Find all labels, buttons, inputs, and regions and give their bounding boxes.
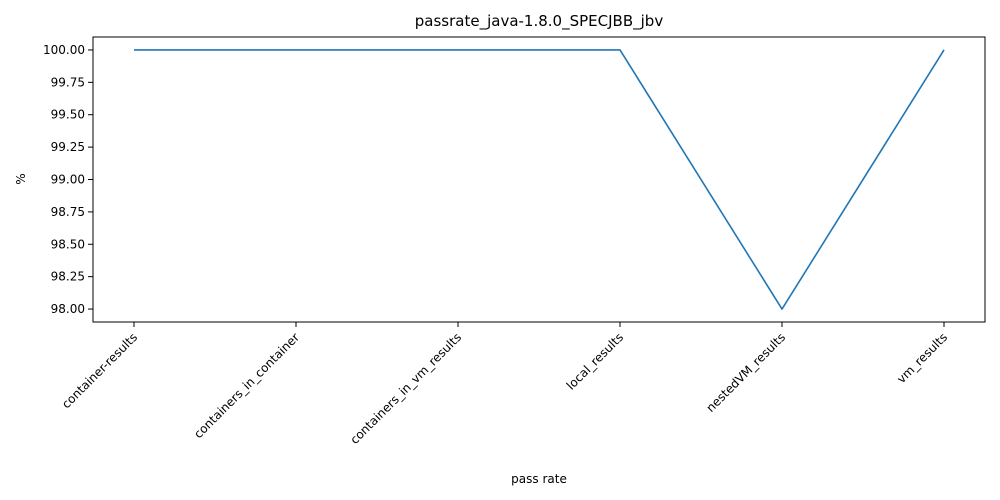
y-tick-label: 98.25 [51,270,85,284]
plot-frame [92,36,986,323]
x-tick-label: local_results [564,330,626,392]
chart-title: passrate_java-1.8.0_SPECJBB_jbv [415,12,664,31]
y-tick-label: 100.00 [43,43,85,57]
y-axis-label: % [14,173,28,184]
y-tick-label: 99.50 [51,108,85,122]
x-tick-label: containers_in_vm_results [347,330,464,447]
x-tick-label: nestedVM_results [703,330,788,415]
y-tick-label: 99.75 [51,75,85,89]
y-tick-label: 98.00 [51,302,85,316]
x-tick-label: container-results [59,330,140,411]
x-tick-label: vm_results [894,330,950,386]
plot-area: 98.00 98.25 98.50 98.75 99.00 99.25 99.50 99.75… [43,43,950,447]
x-axis-label: pass rate [511,472,567,486]
series-line [134,49,945,310]
y-tick-label: 99.25 [51,140,85,154]
y-tick-label: 98.75 [51,205,85,219]
y-tick-label: 99.00 [51,173,85,187]
y-tick-label: 98.50 [51,237,85,251]
x-tick-label: containers_in_container [191,330,302,441]
